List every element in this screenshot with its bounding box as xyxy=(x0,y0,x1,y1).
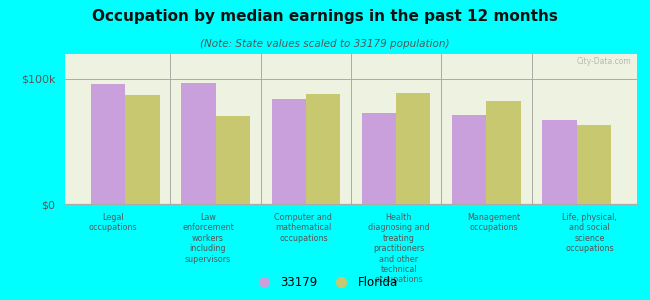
Text: Health
diagnosing and
treating
practitioners
and other
technical
occupations: Health diagnosing and treating practitio… xyxy=(368,213,430,284)
Bar xyxy=(306,94,340,204)
Text: (Note: State values scaled to 33179 population): (Note: State values scaled to 33179 popu… xyxy=(200,39,450,49)
Text: Occupation by median earnings in the past 12 months: Occupation by median earnings in the pas… xyxy=(92,9,558,24)
Legend: 33179, Florida: 33179, Florida xyxy=(247,272,403,294)
Text: Computer and
mathematical
occupations: Computer and mathematical occupations xyxy=(274,213,332,243)
Text: City-Data.com: City-Data.com xyxy=(577,57,631,66)
Text: Legal
occupations: Legal occupations xyxy=(88,213,137,233)
Bar xyxy=(577,125,611,204)
Text: Life, physical,
and social
science
occupations: Life, physical, and social science occup… xyxy=(562,213,617,253)
Text: Management
occupations: Management occupations xyxy=(467,213,521,233)
Bar xyxy=(542,120,577,204)
Bar xyxy=(396,93,430,204)
Text: Law
enforcement
workers
including
supervisors: Law enforcement workers including superv… xyxy=(182,213,234,264)
Bar xyxy=(91,84,125,204)
Bar xyxy=(452,115,486,204)
Bar xyxy=(216,116,250,204)
Bar xyxy=(362,113,396,204)
Bar xyxy=(272,99,306,204)
Bar xyxy=(181,83,216,204)
Bar xyxy=(486,101,521,204)
Bar xyxy=(125,95,160,204)
